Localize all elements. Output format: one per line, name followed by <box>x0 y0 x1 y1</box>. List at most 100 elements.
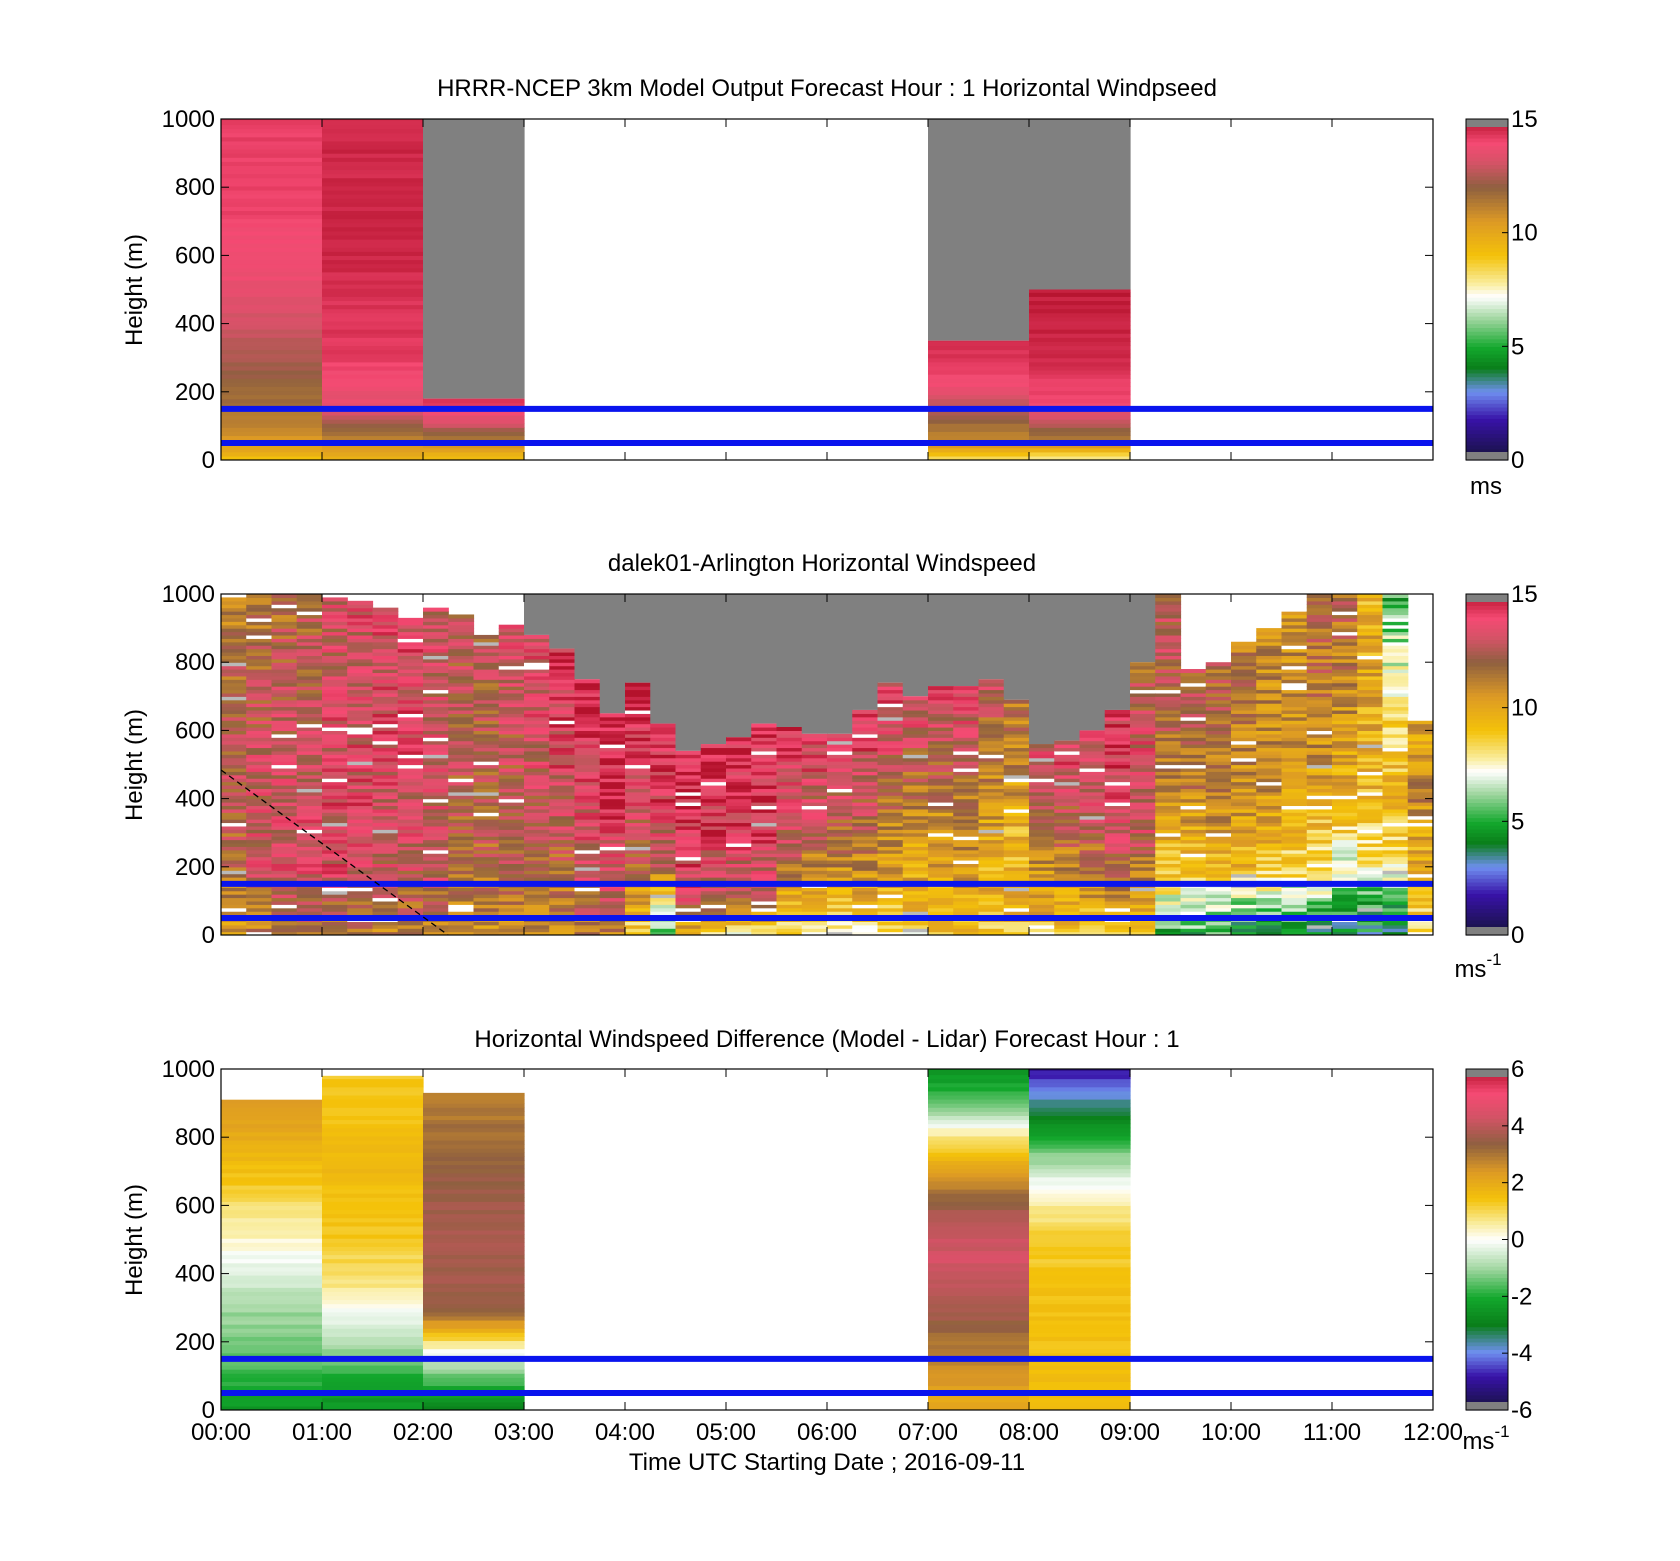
heatmap-cell <box>322 435 424 441</box>
heatmap-cell <box>776 866 803 871</box>
heatmap-cell <box>524 890 550 895</box>
heatmap-cell <box>1079 784 1106 789</box>
heatmap-cell <box>1357 614 1384 619</box>
heatmap-cell <box>549 655 576 660</box>
y-tick-label: 600 <box>175 1192 215 1219</box>
heatmap-cell <box>700 791 727 796</box>
heatmap-cell <box>953 798 980 803</box>
heatmap-cell <box>928 1107 1030 1112</box>
heatmap-cell <box>221 124 323 130</box>
heatmap-cell <box>827 897 853 902</box>
heatmap-cell <box>675 774 702 779</box>
heatmap-cell <box>549 726 576 731</box>
colorbar-swatch <box>1466 134 1508 139</box>
heatmap-cell <box>423 921 449 926</box>
heatmap-cell <box>1357 788 1384 793</box>
heatmap-cell <box>322 665 348 670</box>
heatmap-cell <box>1180 894 1207 899</box>
heatmap-cell <box>1029 812 1055 817</box>
heatmap-cell <box>473 921 500 926</box>
heatmap-cell <box>473 699 500 704</box>
heatmap-cell <box>1256 631 1283 636</box>
heatmap-cell <box>271 798 298 803</box>
heatmap-cell <box>1256 689 1283 694</box>
heatmap-cell <box>751 863 778 868</box>
heatmap-cell <box>347 631 374 636</box>
heatmap-cell <box>902 696 929 701</box>
heatmap-cell <box>221 243 323 248</box>
heatmap-cell <box>700 819 727 824</box>
colorbar-swatch <box>1466 1201 1508 1206</box>
heatmap-cell <box>902 706 929 711</box>
heatmap-cell <box>397 713 424 718</box>
heatmap-cell <box>801 853 828 858</box>
heatmap-cell <box>574 754 601 759</box>
heatmap-cell <box>1357 921 1384 926</box>
heatmap-cell <box>1231 716 1257 721</box>
heatmap-cell <box>776 856 803 861</box>
heatmap-cell <box>347 747 374 752</box>
heatmap-cell <box>448 771 475 776</box>
heatmap-cell <box>473 638 500 643</box>
heatmap-cell <box>928 1238 1030 1243</box>
heatmap-cell <box>1256 692 1283 697</box>
heatmap-cell <box>1357 866 1384 871</box>
colorbar-swatch <box>1466 418 1508 423</box>
heatmap-cell <box>928 877 954 882</box>
heatmap-cell <box>498 686 525 691</box>
heatmap-cell <box>271 706 298 711</box>
colorbar-tick-label: 5 <box>1511 808 1524 835</box>
heatmap-cell <box>1332 798 1358 803</box>
heatmap-cell <box>953 863 980 868</box>
heatmap-cell <box>928 709 954 714</box>
heatmap-cell <box>423 1328 525 1333</box>
heatmap-cell <box>397 825 424 830</box>
heatmap-cell <box>221 1295 323 1301</box>
heatmap-cell <box>1231 709 1257 714</box>
heatmap-cell <box>1029 1311 1131 1317</box>
heatmap-cell <box>473 665 500 670</box>
heatmap-cell <box>776 764 803 769</box>
heatmap-cell <box>650 744 677 749</box>
heatmap-cell <box>322 1332 424 1337</box>
heatmap-cell <box>827 890 853 895</box>
heatmap-cell <box>524 846 550 851</box>
heatmap-cell <box>1306 706 1333 711</box>
heatmap-cell <box>322 744 348 749</box>
heatmap-cell <box>978 696 1005 701</box>
heatmap-cell <box>221 689 247 694</box>
heatmap-cell <box>296 897 323 902</box>
heatmap-cell <box>1205 791 1232 796</box>
heatmap-cell <box>1281 621 1308 626</box>
heatmap-cell <box>448 634 475 639</box>
heatmap-cell <box>928 1176 1030 1182</box>
heatmap-cell <box>322 226 424 232</box>
heatmap-cell <box>322 730 348 735</box>
heatmap-cell <box>1281 740 1308 745</box>
heatmap-cell <box>524 692 550 697</box>
colorbar-swatch <box>1466 1360 1508 1366</box>
heatmap-cell <box>877 726 904 731</box>
heatmap-cell <box>372 928 399 933</box>
heatmap-cell <box>271 634 298 639</box>
heatmap-cell <box>1382 737 1409 742</box>
heatmap-cell <box>221 648 247 653</box>
colorbar-swatch <box>1466 304 1508 310</box>
colorbar-swatch <box>1466 194 1508 200</box>
heatmap-cell <box>1231 648 1257 653</box>
heatmap-cell <box>322 1242 424 1247</box>
heatmap-cell <box>221 829 247 834</box>
heatmap-cell <box>1382 761 1409 766</box>
heatmap-cell <box>221 1262 323 1268</box>
heatmap-cell <box>1180 747 1207 752</box>
heatmap-cell <box>448 911 475 916</box>
heatmap-cell <box>473 679 500 684</box>
heatmap-cell <box>448 859 475 864</box>
heatmap-cell <box>549 791 576 796</box>
heatmap-cell <box>751 928 778 933</box>
heatmap-cell <box>296 832 323 837</box>
heatmap-cell <box>423 737 449 742</box>
heatmap-cell <box>271 750 298 755</box>
heatmap-cell <box>1407 791 1433 796</box>
heatmap-cell <box>397 621 424 626</box>
